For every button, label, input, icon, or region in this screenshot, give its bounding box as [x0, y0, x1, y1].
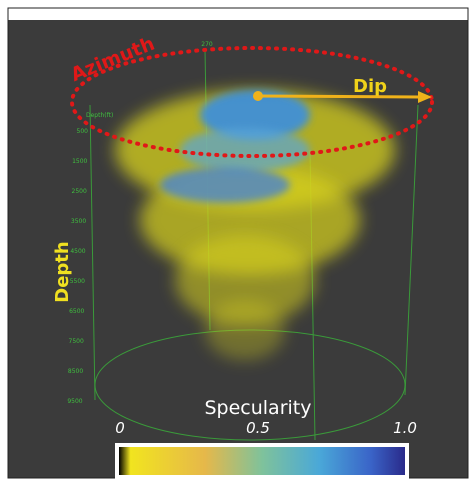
dip-label: Dip: [353, 76, 387, 97]
depth-tick-label: 3500: [71, 218, 86, 225]
depth-tick-label: 6500: [69, 308, 84, 315]
depth-axis-title: Depth(ft): [86, 112, 113, 119]
depth-tick-label: 2500: [72, 188, 87, 195]
depth-tick-label: 4500: [70, 248, 85, 255]
colorbar-tick-label: 0.5: [246, 419, 270, 437]
depth-tick-label: 8500: [68, 368, 83, 375]
depth-tick-label: 1500: [72, 158, 87, 165]
depth-tick-label: 5500: [70, 278, 85, 285]
colorbar-title: Specularity: [204, 397, 311, 419]
colorbar-tick-label: 0: [115, 419, 125, 437]
dip-origin: [253, 91, 263, 101]
depth-tick-label: 9500: [67, 398, 82, 405]
top-label: 270: [201, 41, 213, 48]
colorbar-tick-label: 1.0: [393, 419, 417, 437]
figure: Azimuth Dip Depth 270 Depth(ft) 50015002…: [0, 0, 476, 485]
depth-tick-label: 500: [77, 128, 89, 135]
colorbar: [119, 447, 405, 475]
depth-tick-label: 7500: [69, 338, 84, 345]
dip-arrow: [258, 96, 420, 97]
